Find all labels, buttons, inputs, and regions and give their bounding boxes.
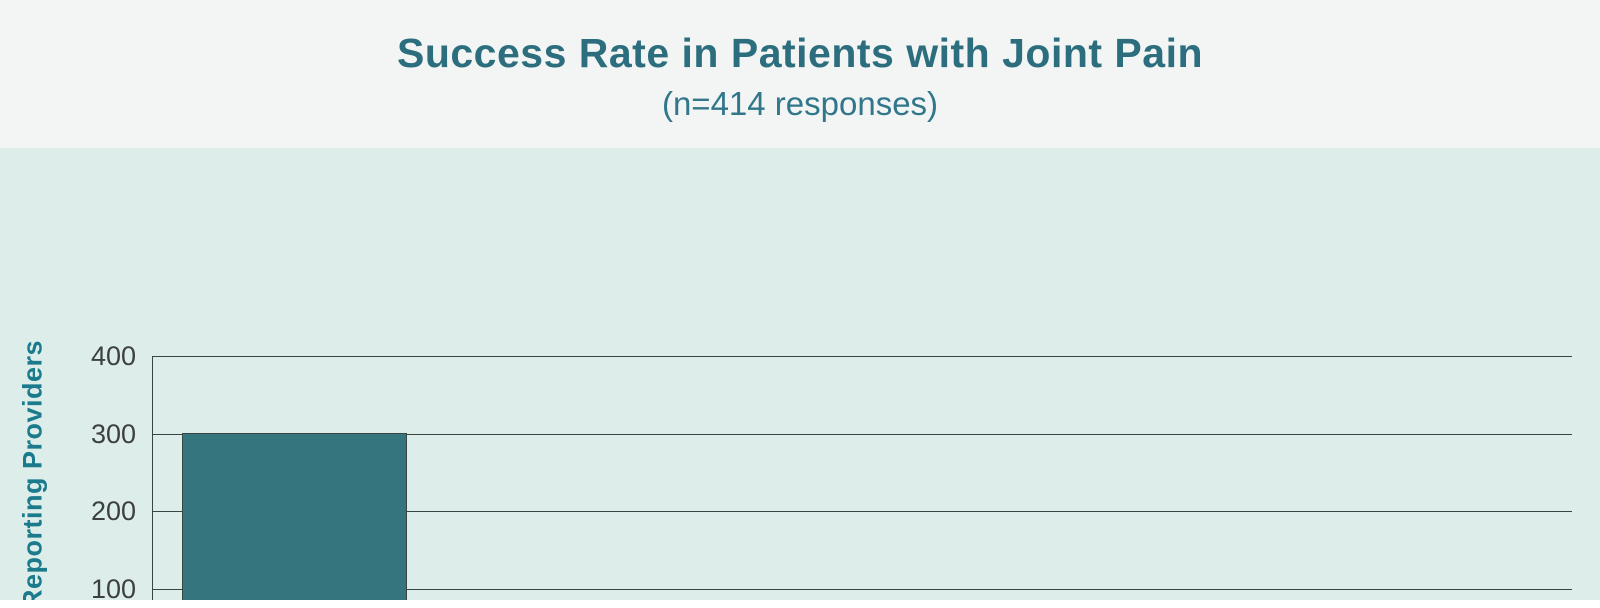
y-tick-label: 300 bbox=[90, 418, 136, 449]
chart-title: Success Rate in Patients with Joint Pain bbox=[396, 30, 1204, 76]
gridline bbox=[152, 356, 1572, 357]
y-axis-title: # of Reporting Providers bbox=[17, 339, 48, 608]
gridline bbox=[152, 588, 1572, 590]
y-tick-label: 100 bbox=[90, 573, 136, 604]
chart-subtitle: (n=414 responses) bbox=[661, 85, 939, 122]
gridline bbox=[152, 511, 1572, 512]
chart-header: Success Rate in Patients with Joint Pain… bbox=[0, 0, 1600, 148]
y-tick-label: 400 bbox=[90, 341, 136, 371]
plot-area: 0100200300400MostlySuccessful (74%)All P… bbox=[91, 341, 1572, 608]
y-tick-label: 200 bbox=[90, 496, 136, 526]
y-axis-line bbox=[152, 356, 153, 608]
footer-strip bbox=[0, 600, 1600, 608]
chart-body: # of Reporting Providers 0100200300400Mo… bbox=[0, 148, 1600, 608]
bar-0 bbox=[181, 432, 407, 608]
gridline bbox=[152, 433, 1572, 435]
